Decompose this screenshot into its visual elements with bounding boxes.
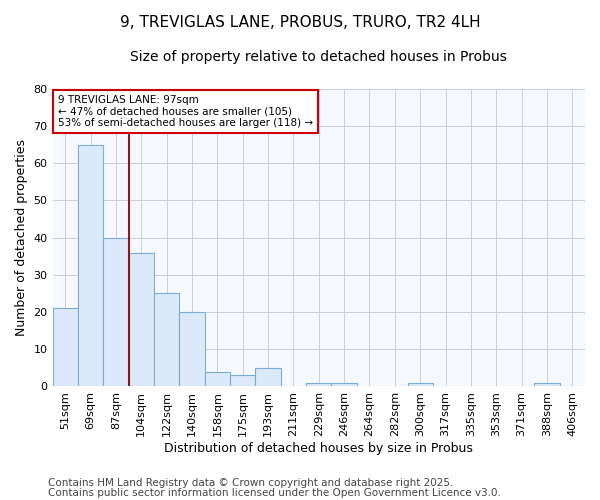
- X-axis label: Distribution of detached houses by size in Probus: Distribution of detached houses by size …: [164, 442, 473, 455]
- Bar: [256, 368, 281, 386]
- Text: Contains public sector information licensed under the Open Government Licence v3: Contains public sector information licen…: [48, 488, 501, 498]
- Y-axis label: Number of detached properties: Number of detached properties: [15, 139, 28, 336]
- Title: Size of property relative to detached houses in Probus: Size of property relative to detached ho…: [130, 50, 507, 64]
- Bar: [103, 238, 128, 386]
- Bar: [205, 372, 230, 386]
- Text: Contains HM Land Registry data © Crown copyright and database right 2025.: Contains HM Land Registry data © Crown c…: [48, 478, 454, 488]
- Bar: [306, 382, 331, 386]
- Bar: [407, 382, 433, 386]
- Bar: [534, 382, 560, 386]
- Bar: [53, 308, 78, 386]
- Bar: [331, 382, 357, 386]
- Bar: [154, 294, 179, 386]
- Bar: [128, 252, 154, 386]
- Text: 9, TREVIGLAS LANE, PROBUS, TRURO, TR2 4LH: 9, TREVIGLAS LANE, PROBUS, TRURO, TR2 4L…: [119, 15, 481, 30]
- Text: 9 TREVIGLAS LANE: 97sqm
← 47% of detached houses are smaller (105)
53% of semi-d: 9 TREVIGLAS LANE: 97sqm ← 47% of detache…: [58, 94, 313, 128]
- Bar: [78, 144, 103, 386]
- Bar: [179, 312, 205, 386]
- Bar: [230, 376, 256, 386]
